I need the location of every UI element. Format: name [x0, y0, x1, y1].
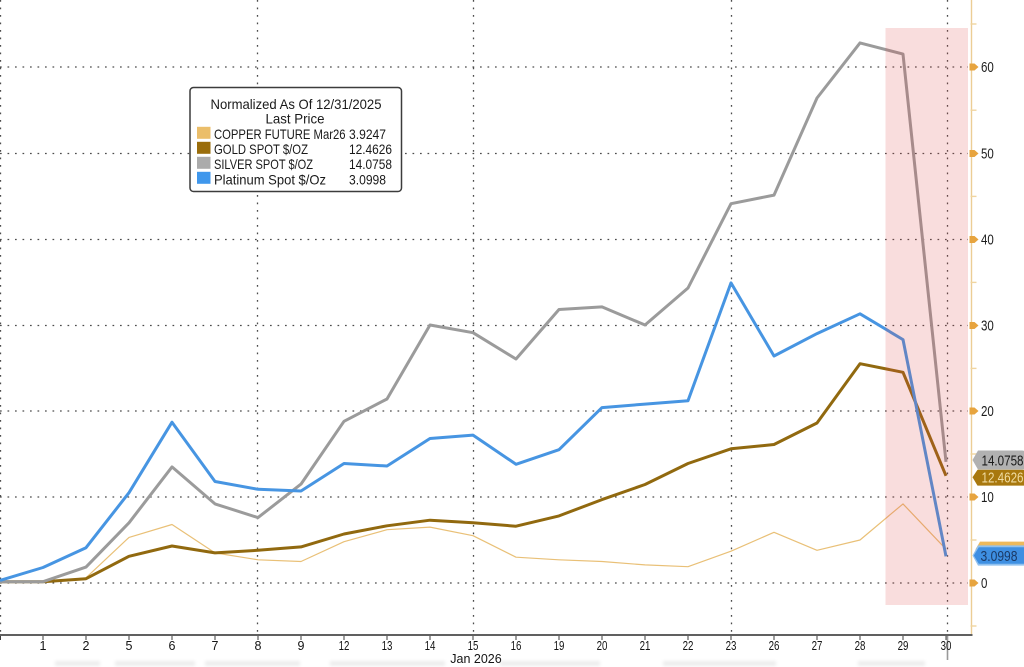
svg-text:21: 21: [640, 639, 651, 653]
svg-text:16: 16: [511, 639, 522, 653]
svg-text:14.0758: 14.0758: [982, 453, 1024, 469]
svg-text:5: 5: [126, 639, 133, 653]
svg-text:SILVER SPOT $/OZ: SILVER SPOT $/OZ: [214, 156, 313, 172]
svg-text:Jan 2026: Jan 2026: [450, 652, 501, 666]
svg-text:Platinum Spot $/Oz: Platinum Spot $/Oz: [214, 172, 326, 188]
svg-text:2: 2: [83, 639, 90, 653]
svg-text:12: 12: [339, 639, 350, 653]
svg-text:14: 14: [425, 639, 436, 653]
svg-text:20: 20: [597, 639, 608, 653]
svg-text:27: 27: [812, 639, 823, 653]
svg-text:14.0758: 14.0758: [349, 156, 392, 172]
svg-text:6: 6: [169, 639, 176, 653]
svg-text:22: 22: [683, 639, 694, 653]
svg-text:7: 7: [212, 639, 219, 653]
svg-text:3.9247: 3.9247: [349, 126, 386, 142]
svg-text:60: 60: [981, 60, 994, 76]
svg-text:12.4626: 12.4626: [349, 141, 392, 157]
svg-text:15: 15: [468, 639, 479, 653]
svg-text:9: 9: [298, 639, 305, 653]
svg-text:29: 29: [898, 639, 909, 653]
svg-text:3.0998: 3.0998: [981, 549, 1018, 565]
svg-text:0: 0: [981, 576, 987, 592]
svg-text:Normalized As Of 12/31/2025: Normalized As Of 12/31/2025: [211, 96, 382, 112]
svg-text:Last Price: Last Price: [266, 111, 325, 127]
svg-text:20: 20: [981, 404, 994, 420]
svg-text:30: 30: [981, 319, 994, 335]
svg-text:28: 28: [855, 639, 866, 653]
svg-text:12.4626: 12.4626: [982, 470, 1024, 486]
svg-text:30: 30: [941, 639, 952, 653]
svg-text:26: 26: [769, 639, 780, 653]
svg-text:COPPER FUTURE Mar26: COPPER FUTURE Mar26: [214, 126, 346, 142]
svg-text:19: 19: [554, 639, 565, 653]
svg-text:GOLD SPOT $/OZ: GOLD SPOT $/OZ: [214, 141, 308, 157]
svg-text:50: 50: [981, 147, 994, 163]
svg-text:40: 40: [981, 233, 994, 249]
svg-text:3.0998: 3.0998: [349, 172, 386, 188]
svg-text:10: 10: [981, 490, 994, 506]
svg-text:13: 13: [382, 639, 393, 653]
svg-text:23: 23: [726, 639, 737, 653]
svg-text:8: 8: [255, 639, 262, 653]
svg-text:1: 1: [40, 639, 47, 653]
